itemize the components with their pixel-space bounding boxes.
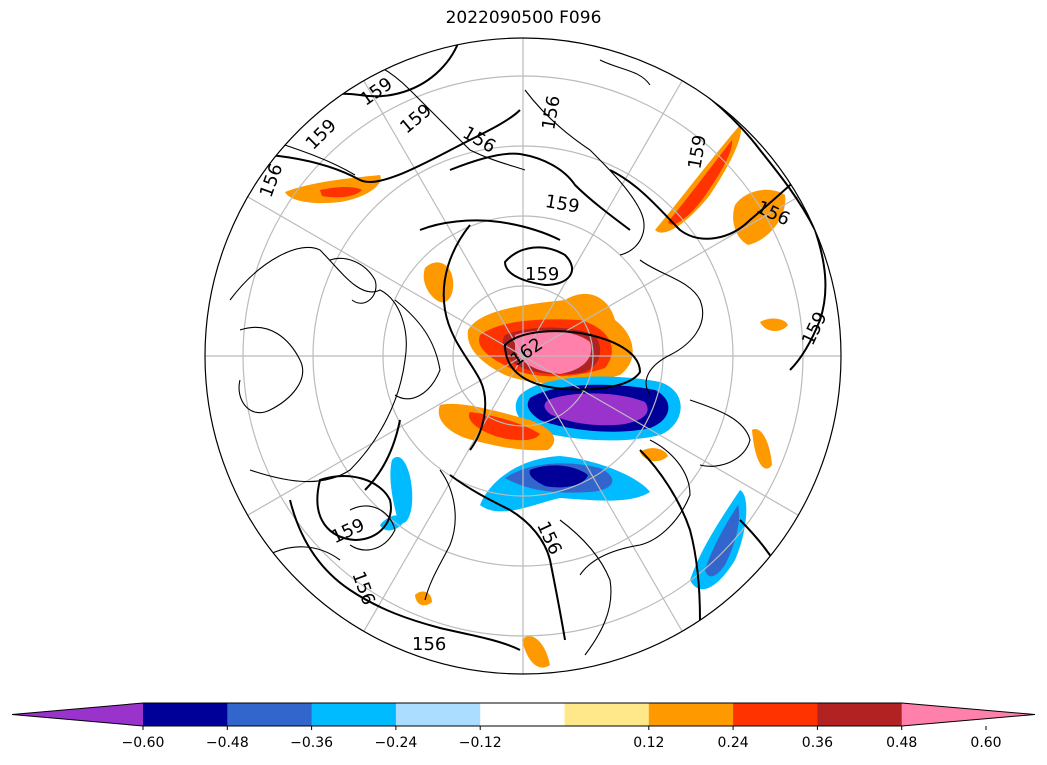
colorbar-tick-label: −0.36 <box>290 735 334 751</box>
colorbar-tick-label: 0.24 <box>717 735 749 751</box>
colorbar-extend-low <box>12 703 143 726</box>
colorbar-segment <box>395 703 481 726</box>
map-disk: 159 159 159 156 156 156 159 159 156 159 … <box>205 38 841 674</box>
colorbar-tick-label: −0.60 <box>121 735 165 751</box>
colorbar-extend-high <box>901 703 1035 726</box>
colorbar-segment <box>480 703 565 726</box>
negative-anomaly-west <box>390 456 413 524</box>
colorbar-segment <box>311 703 397 726</box>
positive-anomaly-northeast-core <box>668 140 733 225</box>
colorbar-segment <box>143 703 228 726</box>
colorbar-segment <box>648 703 734 726</box>
positive-anomaly-southwest <box>415 591 432 606</box>
colorbar-tick-label: 0.36 <box>801 735 833 751</box>
colorbar-tick-label: 0.12 <box>633 735 665 751</box>
colorbar <box>11 702 1036 730</box>
colorbar-tick-label: −0.12 <box>458 735 502 751</box>
contour-label: 156 <box>412 634 446 655</box>
colorbar-tick-label: −0.48 <box>205 735 249 751</box>
negative-anomaly-south-peak <box>529 465 588 488</box>
colorbar-tick-label: −0.24 <box>374 735 418 751</box>
colorbar-segment <box>817 703 903 726</box>
colorbar-segment <box>733 703 818 726</box>
contour-label: 159 <box>525 264 559 285</box>
colorbar-tick-label: 0.48 <box>886 735 918 751</box>
colorbar-tick-label: 0.60 <box>970 735 1002 751</box>
map-boundary <box>204 37 842 675</box>
colorbar-segment <box>564 703 650 726</box>
positive-anomaly-northwest-core <box>320 187 362 198</box>
colorbar-segment <box>227 703 313 726</box>
positive-anomaly-northeast <box>655 125 741 233</box>
positive-anomaly-south <box>522 636 550 668</box>
positive-anomaly-far-east <box>752 429 772 469</box>
negative-anomaly-east-core <box>705 505 740 577</box>
graticule <box>205 38 841 674</box>
negative-anomaly-center-peak <box>544 393 648 426</box>
positive-anomaly-center-peak <box>515 330 592 374</box>
positive-anomaly-east-small <box>760 318 788 332</box>
positive-anomaly-east <box>733 189 786 245</box>
height-contours <box>209 38 827 651</box>
map-title: 2022090500 F096 <box>445 8 602 28</box>
